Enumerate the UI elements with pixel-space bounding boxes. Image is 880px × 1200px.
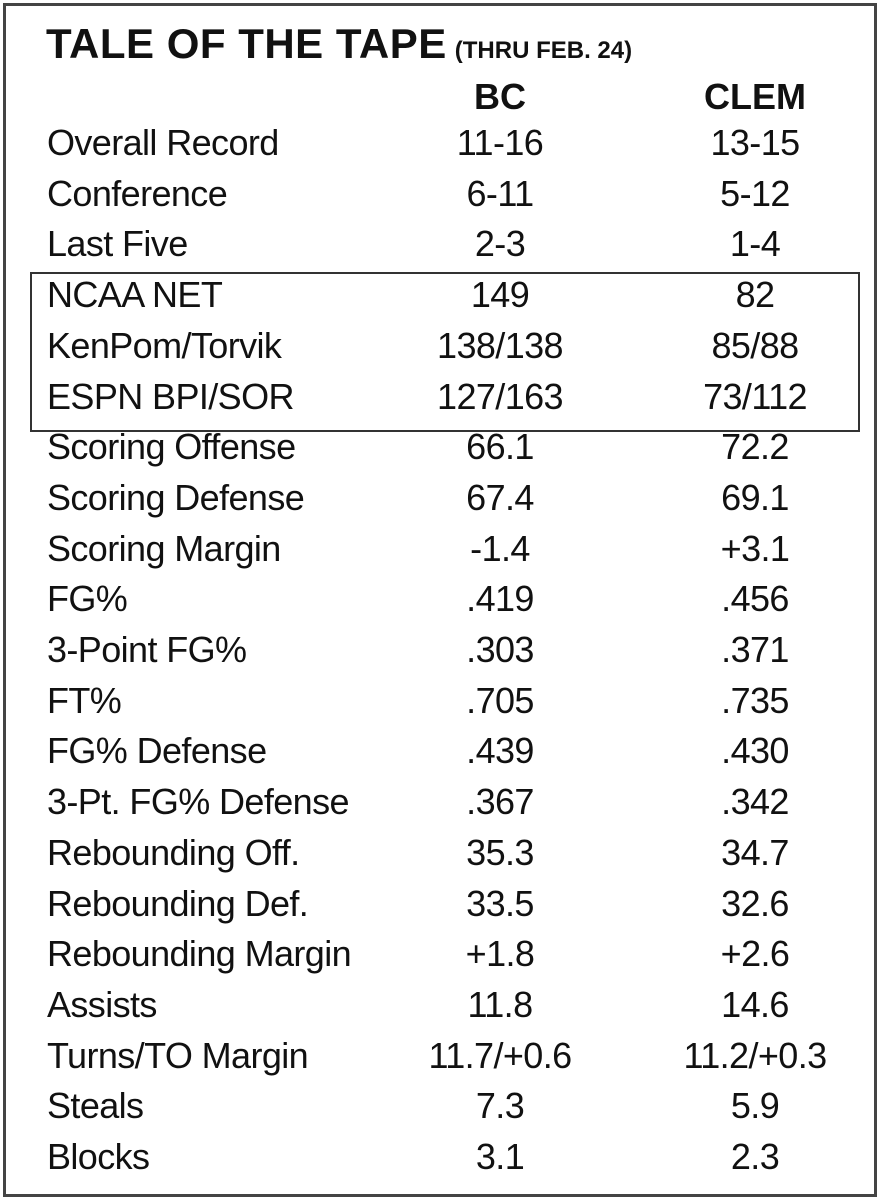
cell-value: 11.7/+0.6 <box>428 1034 572 1076</box>
title: TALE OF THE TAPE <box>46 20 447 67</box>
cell-value: 82 <box>735 274 775 316</box>
cell-value: 67.4 <box>466 476 534 518</box>
cell-value: .705 <box>466 679 534 721</box>
row-label: FT% <box>47 679 122 721</box>
row-label: FG% Defense <box>47 730 267 772</box>
cell-value: 2.3 <box>730 1136 780 1177</box>
row-label: Assists <box>47 983 157 1025</box>
cell-value: .439 <box>466 730 534 772</box>
cell-value: .456 <box>721 578 789 620</box>
row-label: ESPN BPI/SOR <box>47 375 294 417</box>
cell-value: 33.5 <box>466 882 534 924</box>
cell-value: +1.8 <box>465 933 535 975</box>
cell-value: -1.4 <box>470 527 530 569</box>
row-label: 3-Point FG% <box>47 629 247 670</box>
cell-value: 73/112 <box>703 375 807 417</box>
row-label: Scoring Margin <box>47 527 281 569</box>
cell-value: 149 <box>470 274 530 316</box>
cell-value: 5-12 <box>720 172 790 214</box>
cell-value: 127/163 <box>437 375 564 417</box>
cell-value: 66.1 <box>466 426 534 468</box>
cell-value: 32.6 <box>721 882 789 924</box>
row-label: Blocks <box>47 1136 150 1177</box>
title-line: TALE OF THE TAPE (THRU FEB. 24) <box>46 20 632 68</box>
row-label: Last Five <box>47 223 188 265</box>
row-label: NCAA NET <box>47 274 223 316</box>
cell-value: 6-11 <box>466 172 535 214</box>
cell-value: 2-3 <box>474 223 526 265</box>
row-label: Rebounding Def. <box>47 882 309 924</box>
row-label: Scoring Offense <box>47 426 296 468</box>
cell-value: 7.3 <box>475 1085 525 1127</box>
cell-value: 5.9 <box>730 1085 780 1127</box>
cell-value: 11-16 <box>456 122 544 163</box>
row-label: KenPom/Torvik <box>47 324 282 366</box>
cell-value: 1-4 <box>729 223 781 265</box>
row-label: 3-Pt. FG% Defense <box>47 781 350 823</box>
cell-value: 35.3 <box>466 831 534 873</box>
cell-value: 72.2 <box>721 426 789 468</box>
cell-value: 11.2/+0.3 <box>683 1034 827 1076</box>
row-label: Scoring Defense <box>47 476 305 518</box>
cell-value: .367 <box>466 781 534 823</box>
cell-value: .430 <box>721 730 789 772</box>
cell-value: 138/138 <box>437 324 564 366</box>
row-label: Steals <box>47 1085 144 1127</box>
cell-value: .303 <box>466 629 534 670</box>
cell-value: 14.6 <box>721 983 789 1025</box>
cell-value: 69.1 <box>721 476 789 518</box>
row-label: Conference <box>47 172 228 214</box>
row-label: Turns/TO Margin <box>47 1034 309 1076</box>
cell-value: .419 <box>466 578 534 620</box>
cell-value: .342 <box>721 781 789 823</box>
panel: TALE OF THE TAPE (THRU FEB. 24) BC CLEM O… <box>3 3 877 1197</box>
row-label: Overall Record <box>47 122 279 163</box>
column-header: CLEM <box>704 76 806 117</box>
cell-value: 85/88 <box>711 324 799 366</box>
column-header: BC <box>474 76 526 117</box>
cell-value: 11.8 <box>467 983 534 1025</box>
row-label: FG% <box>47 578 128 620</box>
cell-value: 34.7 <box>721 831 789 873</box>
cell-value: 13-15 <box>710 122 800 163</box>
row-label: Rebounding Margin <box>47 933 352 975</box>
subtitle: (THRU FEB. 24) <box>454 37 633 64</box>
cell-value: +3.1 <box>720 527 790 569</box>
cell-value: .371 <box>721 629 789 670</box>
cell-value: .735 <box>721 679 789 721</box>
row-label: Rebounding Off. <box>47 831 300 873</box>
highlight-box <box>30 272 860 432</box>
cell-value: 3.1 <box>475 1136 525 1177</box>
cell-value: +2.6 <box>720 933 790 975</box>
